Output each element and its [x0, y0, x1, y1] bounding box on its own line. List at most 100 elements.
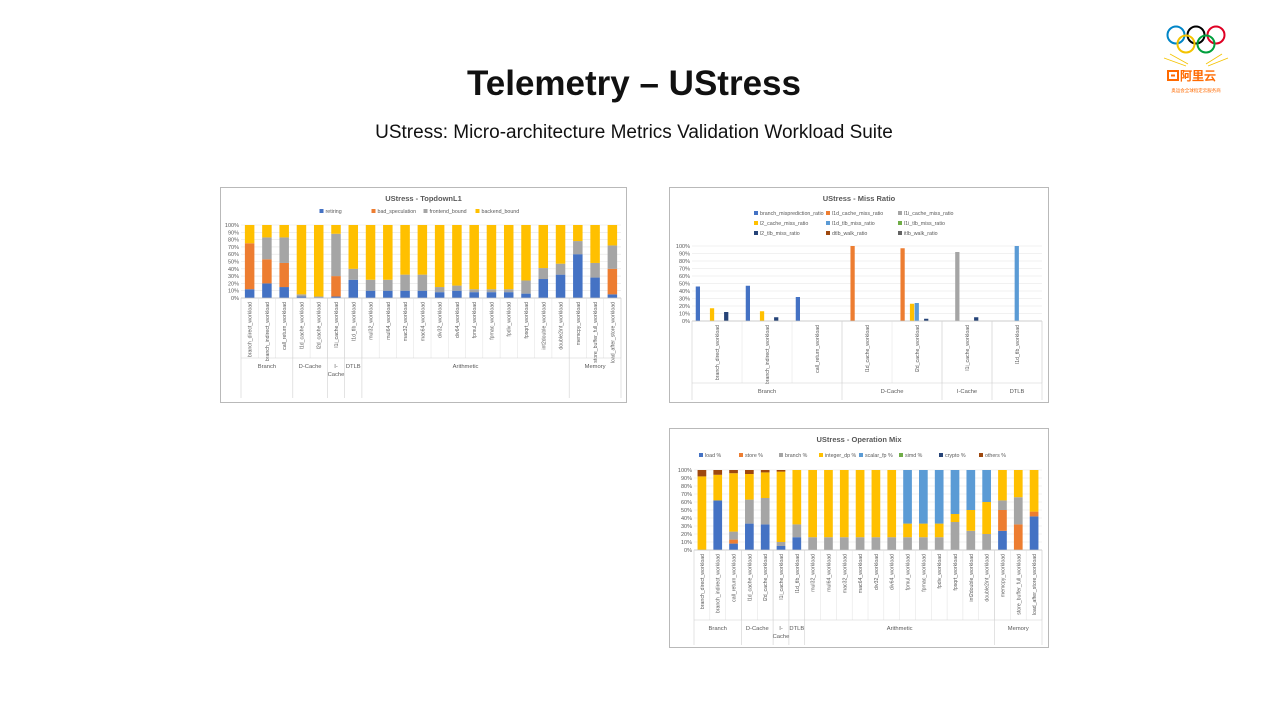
bar-segment	[452, 225, 462, 286]
legend-label: scalar_fp %	[865, 453, 893, 459]
y-tick-label: 80%	[681, 484, 692, 490]
bar-segment	[521, 280, 531, 294]
bar-segment	[331, 233, 341, 277]
legend-label: l2_cache_miss_ratio	[760, 221, 808, 227]
legend-swatch	[739, 453, 743, 457]
legend-label: store %	[745, 453, 763, 459]
bar-segment	[934, 470, 944, 524]
y-tick-label: 90%	[228, 230, 239, 236]
bar-segment	[1029, 516, 1039, 550]
bar-segment	[400, 225, 410, 275]
legend-label: others %	[985, 453, 1006, 459]
y-tick-label: 40%	[679, 289, 690, 295]
bar-segment	[919, 523, 928, 538]
legend-swatch	[899, 453, 903, 457]
group-label: DTLB	[789, 626, 804, 632]
bar	[709, 308, 715, 321]
y-tick-label: 0%	[684, 548, 692, 554]
slide-subtitle: UStress: Micro-architecture Metrics Vali…	[375, 122, 893, 143]
legend-label: l1i_tlb_miss_ratio	[904, 221, 945, 227]
bar-segment	[808, 470, 817, 538]
bar	[695, 286, 700, 321]
chart-title: UStress - TopdownL1	[385, 194, 462, 203]
bar-segment	[982, 534, 991, 550]
y-tick-label: 10%	[679, 312, 690, 318]
group-label: DTLB	[346, 364, 361, 370]
legend-swatch	[371, 209, 376, 213]
legend-swatch	[819, 453, 823, 457]
bar-segment	[383, 290, 393, 298]
slide-title: Telemetry – UStress	[467, 64, 801, 103]
group-label: D-Cache	[299, 364, 322, 370]
y-tick-label: 20%	[681, 532, 692, 538]
bar-segment	[434, 292, 445, 298]
group-label: D-Cache	[881, 389, 904, 395]
bar-segment	[760, 524, 770, 550]
bar-segment	[760, 472, 770, 498]
legend-label: branch_misprediction_ratio	[760, 211, 824, 217]
category-label: l1i_cache_workload	[779, 554, 785, 600]
legend-swatch	[319, 209, 324, 213]
bar	[759, 311, 765, 321]
category-label: branch_direct_workload	[248, 302, 254, 357]
bar-segment	[839, 537, 849, 550]
category-label: l1d_tlb_workload	[351, 302, 357, 341]
bar-segment	[998, 510, 1007, 531]
topdown-l1-chart: UStress - TopdownL1 retiring bad_speculati…	[220, 187, 627, 403]
category-label: memcpy_workload	[576, 302, 582, 345]
svg-text:阿里云: 阿里云	[1180, 68, 1216, 83]
category-label: fpmac_workload	[489, 302, 495, 340]
category-label: store_buffer_full_workload	[593, 302, 599, 363]
y-tick-label: 20%	[228, 281, 239, 287]
bar-segment	[887, 537, 897, 550]
bar-segment	[244, 289, 255, 298]
bar-segment	[1013, 524, 1023, 550]
category-label: int2double_workload	[969, 554, 975, 602]
svg-text:奥运会全球指定云服务商: 奥运会全球指定云服务商	[1171, 87, 1221, 94]
category-label: double2int_workload	[559, 302, 565, 350]
group-label: Memory	[1008, 626, 1029, 632]
category-label: mac64_workload	[420, 302, 426, 341]
bar-segment	[383, 225, 393, 280]
y-tick-label: 70%	[228, 245, 239, 251]
category-label: mul32_workload	[369, 302, 375, 340]
bar-segment	[279, 262, 289, 288]
category-label: mul64_workload	[386, 302, 392, 340]
bar-segment	[1013, 497, 1023, 525]
bar-segment	[776, 542, 786, 546]
category-label: l1i_cache_workload	[965, 325, 971, 371]
group-label: Branch	[758, 389, 776, 395]
bar-segment	[839, 470, 849, 538]
legend-label: simd %	[905, 453, 923, 459]
chart-svg: UStress - TopdownL1 retiring bad_speculati…	[225, 194, 622, 398]
bar-segment	[982, 470, 991, 502]
bar-segment	[903, 537, 912, 550]
category-label: l1d_cache_workload	[299, 302, 305, 349]
y-tick-label: 60%	[228, 252, 239, 258]
bar-segment	[903, 470, 912, 524]
category-label: fpmul_workload	[906, 554, 912, 590]
bar-segment	[729, 470, 738, 474]
bar-segment	[966, 470, 976, 510]
bar-segment	[417, 274, 428, 291]
y-tick-label: 20%	[679, 304, 690, 310]
bar-segment	[244, 243, 255, 290]
group-label: I-Cache	[328, 364, 345, 378]
category-label: fpdiv_workload	[507, 302, 513, 337]
bar	[795, 297, 800, 321]
category-label: memcpy_workload	[1000, 554, 1006, 597]
bar-segment	[697, 476, 707, 550]
category-label: double2int_workload	[985, 554, 991, 602]
category-label: fpsqrt_workload	[524, 302, 530, 339]
bar-segment	[555, 225, 566, 264]
y-tick-label: 50%	[681, 508, 692, 514]
bar-segment	[919, 470, 928, 524]
category-label: fpdiv_workload	[937, 554, 943, 589]
group-label: I-Cache	[957, 389, 977, 395]
legend-swatch	[826, 221, 830, 225]
category-label: branch_indirect_workload	[765, 325, 771, 384]
y-tick-label: 50%	[228, 260, 239, 266]
bar-segment	[486, 225, 497, 290]
category-label: call_return_workload	[732, 554, 738, 602]
legend-swatch	[826, 211, 830, 215]
